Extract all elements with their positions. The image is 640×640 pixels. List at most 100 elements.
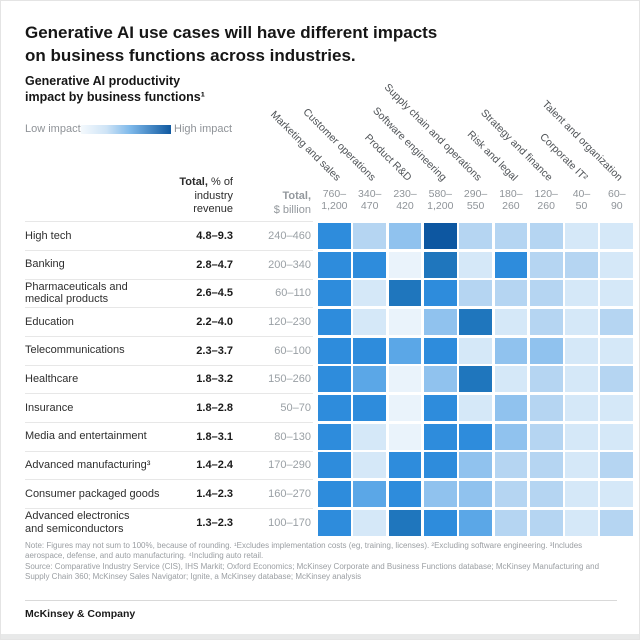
heatmap-cell — [459, 280, 492, 307]
heatmap-cell — [459, 337, 492, 364]
heatmap-cell — [565, 480, 598, 508]
chart-subtitle: Generative AI productivity impact by bus… — [25, 73, 205, 105]
row-separator — [25, 278, 313, 280]
industry-total-usd-value: 150–260 — [268, 373, 311, 386]
heatmap-cell — [494, 452, 528, 479]
heatmap-cell — [318, 223, 351, 250]
heatmap-cell — [423, 480, 457, 508]
footnote-source: Source: Comparative Industry Service (CI… — [25, 562, 600, 581]
heatmap-cell — [459, 251, 492, 278]
column-total-value: 40– 50 — [572, 188, 591, 212]
total-pct-header-line2: industry — [194, 189, 233, 202]
industry-total-pct-value: 1.8–3.2 — [196, 373, 233, 386]
heatmap-cell — [353, 452, 387, 479]
heatmap-cell — [353, 251, 387, 278]
column-total-value: 230– 420 — [393, 188, 417, 212]
industry-row-label: Banking — [25, 258, 65, 271]
heatmap-cell — [494, 251, 528, 278]
heatmap-cell — [423, 308, 457, 336]
heatmap-cell — [529, 480, 563, 508]
heatmap-cell — [494, 366, 528, 393]
heatmap-cell — [494, 223, 528, 250]
row-separator — [25, 479, 313, 481]
industry-total-pct-value: 1.4–2.3 — [196, 487, 233, 500]
heatmap-cell — [388, 337, 422, 364]
row-separator — [25, 249, 313, 251]
industry-total-usd-value: 50–70 — [280, 402, 311, 414]
total-usd-header-bold: Total, — [282, 190, 311, 202]
industry-total-usd-value: 80–130 — [274, 430, 311, 443]
heatmap-cell — [600, 308, 634, 336]
heatmap-cell — [600, 394, 634, 422]
heatmap-cell — [600, 366, 634, 393]
heatmap-cell — [388, 480, 422, 508]
heatmap-cell — [494, 337, 528, 364]
heatmap-cell — [388, 509, 422, 536]
heatmap-cell — [318, 337, 351, 364]
industry-total-pct-value: 1.8–3.1 — [196, 430, 233, 443]
industry-row-label: Telecommunications — [25, 344, 125, 357]
heatmap-cell — [494, 480, 528, 508]
heatmap-cell — [423, 394, 457, 422]
industry-total-usd-value: 120–230 — [268, 316, 311, 329]
heatmap-cell — [600, 223, 634, 250]
heatmap-cell — [388, 423, 422, 450]
title-line-2: on business functions across industries. — [25, 46, 356, 65]
column-total-value: 760– 1,200 — [321, 188, 348, 212]
heatmap-cell — [459, 394, 492, 422]
heatmap-cell — [565, 452, 598, 479]
heatmap-cell — [388, 223, 422, 250]
heatmap-cell — [529, 366, 563, 393]
heatmap-cell — [565, 251, 598, 278]
total-pct-column-header: Total, % of industry revenue — [153, 176, 233, 217]
heatmap-cell — [459, 366, 492, 393]
row-separator — [25, 421, 313, 423]
heatmap-cell — [529, 423, 563, 450]
heatmap-cell — [388, 280, 422, 307]
footnote-note: Note: Figures may not sum to 100%, becau… — [25, 541, 583, 560]
heatmap-cell — [565, 223, 598, 250]
heatmap-cell — [459, 423, 492, 450]
heatmap-cell — [565, 280, 598, 307]
industry-row-label: Consumer packaged goods — [25, 487, 160, 500]
heatmap-cell — [353, 509, 387, 536]
heatmap-cell — [600, 509, 634, 536]
legend-low-label: Low impact — [25, 123, 81, 135]
heatmap-cell — [600, 280, 634, 307]
row-separator — [25, 393, 313, 395]
heatmap-cell — [353, 337, 387, 364]
heatmap-cell — [318, 366, 351, 393]
subtitle-line-1: Generative AI productivity — [25, 74, 181, 88]
heatmap-cell — [318, 251, 351, 278]
industry-total-usd-value: 60–110 — [275, 287, 311, 300]
column-total-value: 120– 260 — [534, 188, 558, 212]
industry-row-label: High tech — [25, 229, 72, 242]
heatmap-cell — [318, 509, 351, 536]
heatmap-cell — [565, 423, 598, 450]
heatmap-cell — [565, 337, 598, 364]
heatmap-cell — [423, 223, 457, 250]
industry-total-pct-value: 1.4–2.4 — [196, 459, 233, 472]
industry-total-pct-value: 1.3–2.3 — [196, 516, 233, 529]
heatmap-cell — [318, 452, 351, 479]
row-separator — [25, 364, 313, 366]
heatmap-cell — [529, 509, 563, 536]
heatmap-cell — [459, 509, 492, 536]
bottom-edge-band — [1, 634, 639, 639]
industry-row-label: Healthcare — [25, 373, 79, 386]
industry-total-pct-value: 2.3–3.7 — [196, 344, 233, 357]
heatmap-cell — [318, 423, 351, 450]
heatmap-cell — [529, 223, 563, 250]
exhibit-title: Generative AI use cases will have differ… — [25, 21, 437, 67]
heatmap-cell — [423, 366, 457, 393]
heatmap-cell — [494, 394, 528, 422]
total-pct-header-line3: revenue — [193, 203, 233, 215]
industry-total-pct-value: 2.2–4.0 — [196, 316, 233, 329]
heatmap-cell — [388, 452, 422, 479]
industry-total-pct-value: 4.8–9.3 — [196, 230, 233, 243]
column-total-value: 580– 1,200 — [427, 188, 454, 212]
heatmap-cell — [600, 423, 634, 450]
legend-high-label: High impact — [174, 123, 233, 135]
heatmap-cell — [353, 366, 387, 393]
